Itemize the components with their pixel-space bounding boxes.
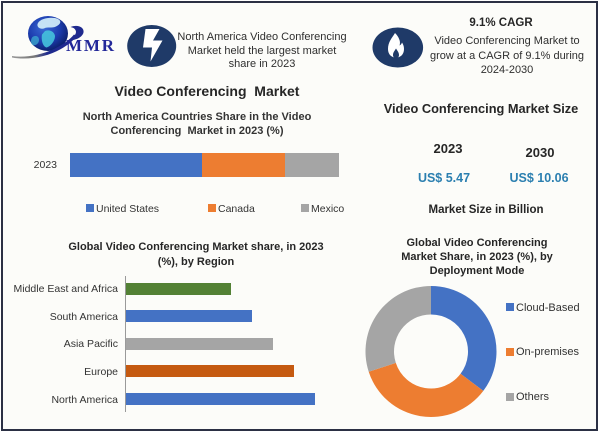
svg-text:MMR: MMR [66,36,116,55]
